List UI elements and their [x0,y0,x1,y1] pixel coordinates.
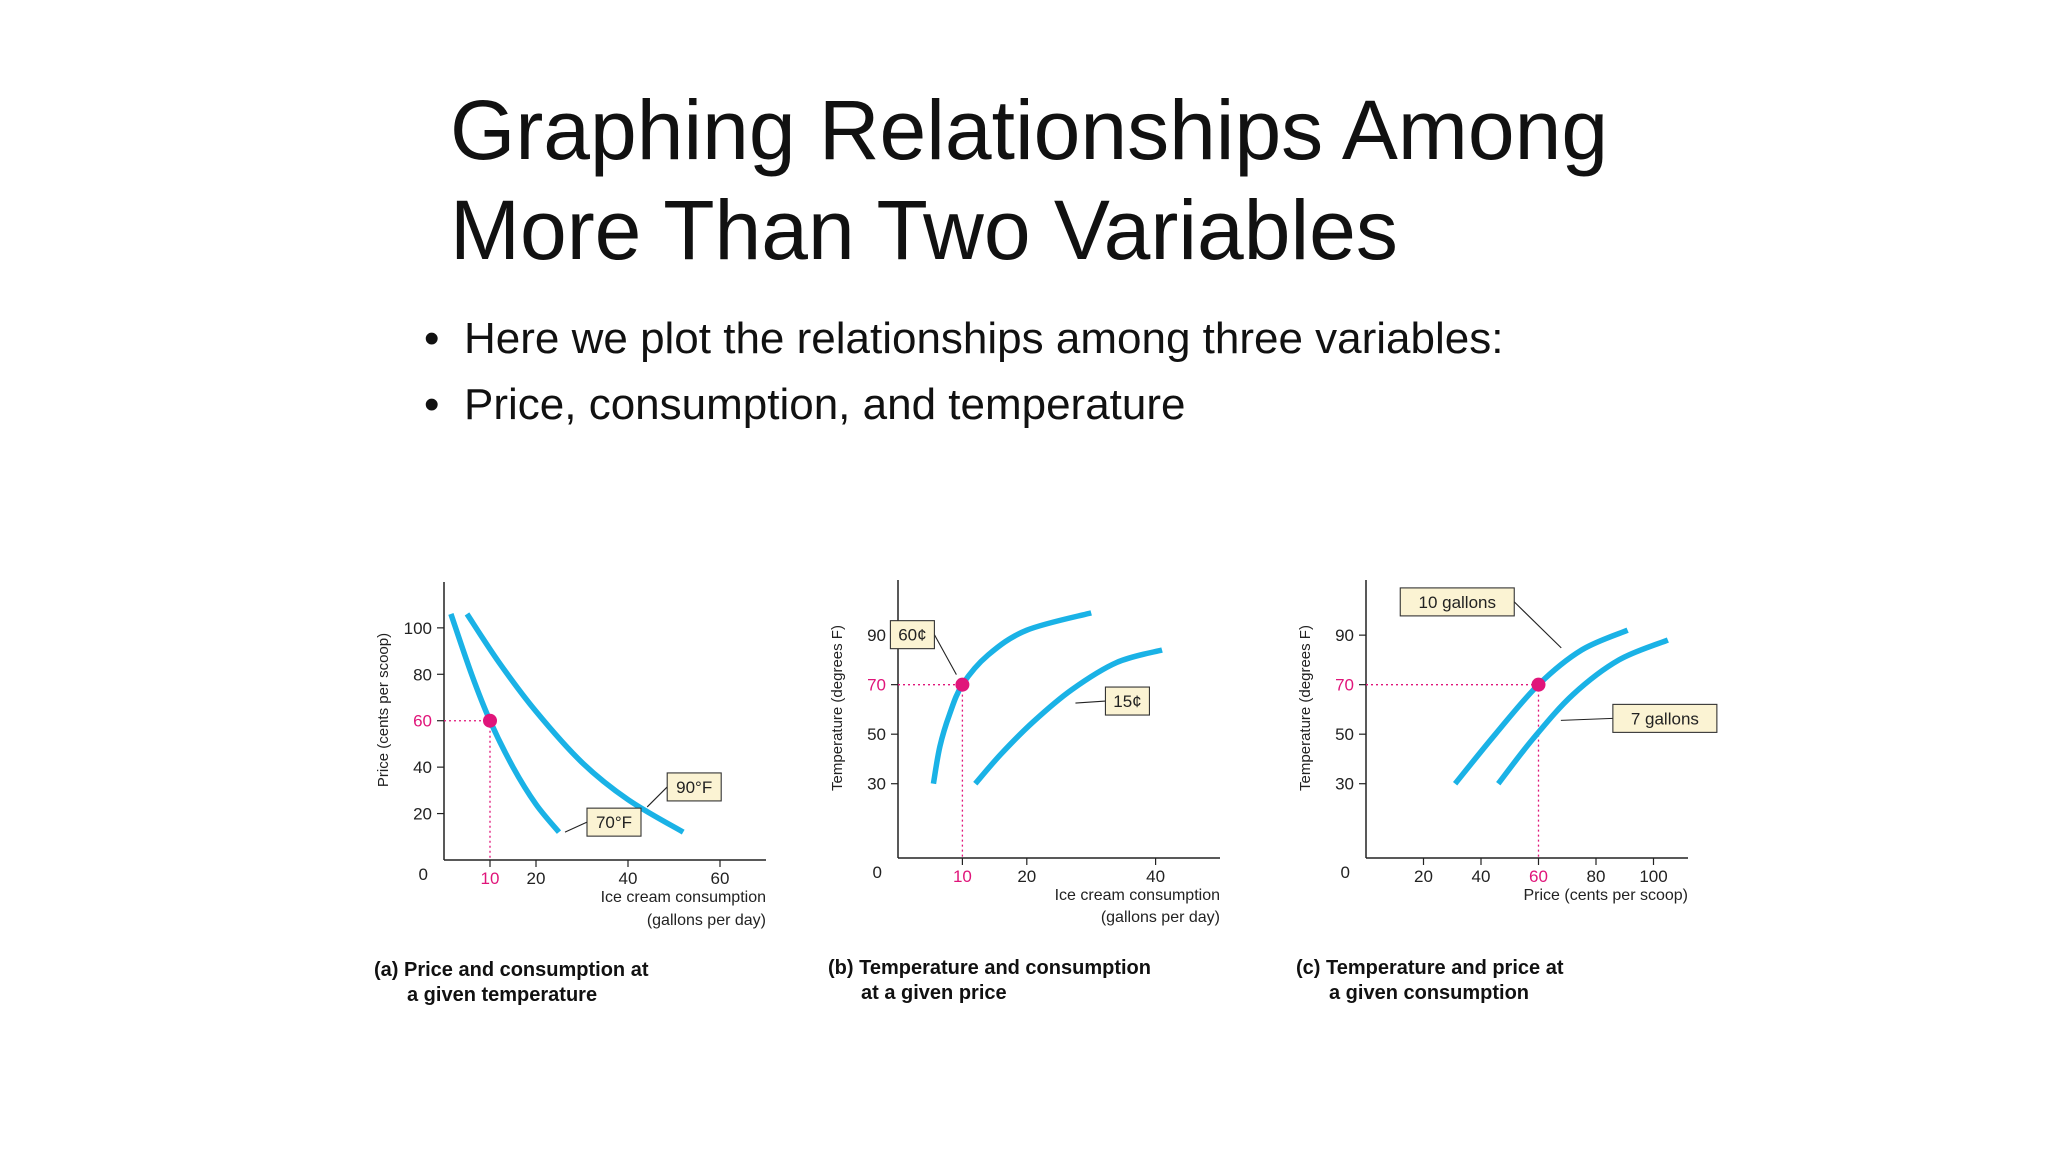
highlight-point [955,677,970,692]
x-tick-label: 10 [481,869,500,888]
y-tick-label: 80 [413,665,432,684]
curve-label-leader [1513,601,1562,649]
chart-a-caption-line-1: (a) Price and consumption at [374,959,649,981]
curve-label: 10 gallons [1418,593,1496,612]
curve-label-box [889,620,935,650]
x-tick-label: 80 [1587,867,1606,886]
y-axis-label: Price (cents per scoop) [375,633,392,787]
y-tick-label: 90 [1335,626,1354,645]
x-axis-label: Ice cream consumption [601,889,766,906]
series-line-1 [1452,627,1629,786]
y-tick-label: 50 [867,725,886,744]
highlight-point [483,713,497,728]
y-tick-label: 90 [867,626,886,645]
origin-label: 0 [1341,863,1350,882]
highlight-point [1531,677,1546,692]
origin-label: 0 [419,865,428,884]
x-axis-label: Price (cents per scoop) [1523,887,1688,904]
curve-label-box [1399,587,1515,617]
curve-label: 60¢ [898,626,926,645]
chart-c-caption: (c) Temperature and price at a given con… [1296,956,1563,1006]
curve-label-leader [1075,700,1106,704]
chart-b-caption-line-2: at a given price [861,982,1007,1004]
chart-a-caption-line-2: a given temperature [407,984,598,1006]
y-tick-label: 70 [867,676,886,695]
curve-label: 15¢ [1113,692,1141,711]
chart-a-svg: 0 20 40 60 80 100 10 20 40 60 Price (cents per sco… [375,582,766,929]
curve-label-leader [646,786,668,808]
y-tick-label: 40 [413,758,432,777]
bullet-list: Here we plot the relationships among thr… [424,306,1503,438]
x-tick-label: 60 [1529,867,1548,886]
chart-b-svg: 0 30 50 70 90 10 20 40 Temperature (degrees F) Ic… [829,580,1220,926]
curve-label-leader [933,634,957,675]
bullet-item: Price, consumption, and temperature [424,372,1503,438]
x-tick-label: 40 [1472,867,1491,886]
chart-c-caption-line-1: (c) Temperature and price at [1296,957,1564,979]
x-tick-label: 20 [1017,867,1036,886]
chart-b: 0 30 50 70 90 10 20 40 Temperature (degrees F) Ic… [812,560,1232,940]
x-tick-label: 40 [1146,867,1165,886]
chart-c-caption-line-2: a given consumption [1329,982,1530,1004]
chart-b-caption-line-1: (b) Temperature and consumption [828,957,1151,979]
curve-label-box [1612,703,1718,733]
series-line-1 [448,613,562,834]
chart-c-svg: 0 30 50 70 90 20 40 60 80 100 Temperature (degrees… [1297,580,1718,904]
x-tick-label: 60 [711,869,730,888]
chart-b-caption: (b) Temperature and consumption at a giv… [828,956,1151,1006]
chart-c: 0 30 50 70 90 20 40 60 80 100 Temperature (degrees… [1280,560,1718,940]
y-tick-label: 60 [413,712,432,731]
y-tick-label: 100 [404,619,432,638]
slide-title: Graphing Relationships Among More Than T… [450,80,1850,280]
x-tick-label: 10 [953,867,972,886]
x-tick-label: 20 [1414,867,1433,886]
series-line-2 [464,612,685,835]
y-tick-label: 20 [413,805,432,824]
y-tick-label: 70 [1335,676,1354,695]
y-tick-label: 50 [1335,725,1354,744]
curve-label: 90°F [676,778,712,797]
curve-label-box [586,807,642,837]
series-line-2 [1496,637,1669,786]
slide-title-line-2: More Than Two Variables [450,183,1398,277]
origin-label: 0 [873,863,882,882]
curve-label: 70°F [596,813,632,832]
y-axis-label: Temperature (degrees F) [1297,625,1314,791]
x-axis-label: Ice cream consumption [1055,887,1220,904]
curve-label-box [666,772,722,802]
x-tick-label: 100 [1639,867,1667,886]
x-axis-label-line-2: (gallons per day) [1101,909,1220,926]
slide-title-line-1: Graphing Relationships Among [450,83,1609,177]
series-line-2 [973,647,1163,786]
curve-label: 7 gallons [1631,709,1699,728]
curve-label-leader [1560,717,1613,721]
chart-a: 0 20 40 60 80 100 10 20 40 60 Price (cents per sco… [360,560,780,940]
x-axis-label-line-2: (gallons per day) [647,912,766,929]
x-tick-label: 40 [619,869,638,888]
series-line-1 [930,610,1092,785]
bullet-item: Here we plot the relationships among thr… [424,306,1503,372]
y-tick-label: 30 [1335,775,1354,794]
y-tick-label: 30 [867,775,886,794]
x-tick-label: 20 [527,869,546,888]
y-axis-label: Temperature (degrees F) [829,625,846,791]
chart-a-caption: (a) Price and consumption at a given tem… [374,958,648,1008]
curve-label-leader [564,821,588,833]
curve-label-box [1104,686,1150,716]
